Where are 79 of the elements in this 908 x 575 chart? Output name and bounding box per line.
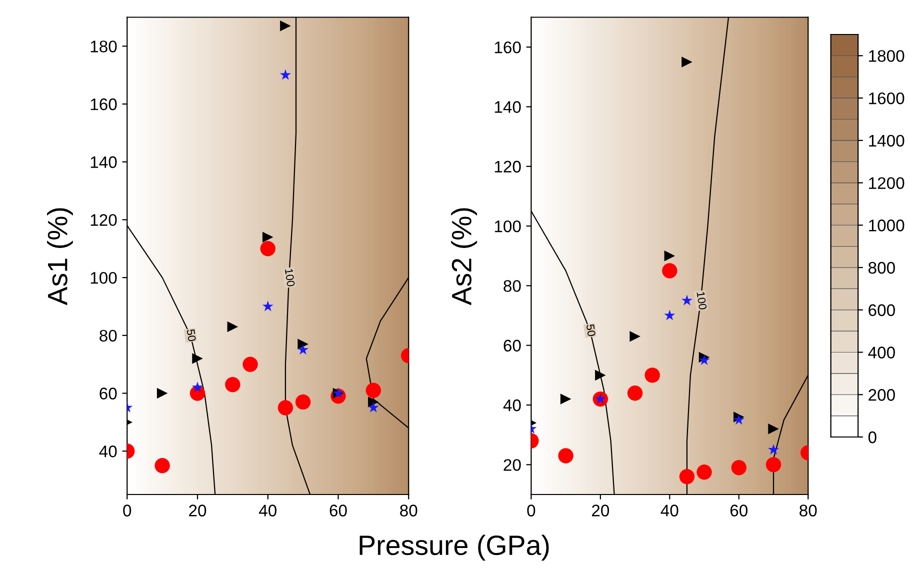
x-tick-label: 40	[660, 504, 678, 516]
y-tick-label: 600	[868, 304, 895, 316]
series-label: 50	[586, 324, 596, 337]
point	[679, 468, 695, 484]
point	[558, 448, 574, 464]
y-tick-label: 60	[504, 340, 521, 352]
y-tick-label: 160	[494, 41, 521, 54]
point	[192, 382, 204, 392]
point	[664, 310, 676, 320]
point	[262, 300, 274, 312]
series-label: 50	[186, 329, 196, 342]
point	[227, 321, 238, 332]
point	[368, 402, 379, 412]
x-tick-label: 60	[730, 504, 748, 516]
x-tick-label: 40	[258, 504, 276, 516]
point	[280, 69, 291, 80]
point	[664, 250, 676, 262]
y-axis-title: As2 (%)	[451, 208, 477, 306]
point	[644, 368, 660, 383]
y-tick-label: 140	[494, 101, 521, 113]
y-tick-label: 1600	[869, 92, 904, 104]
x-tick-label: 0	[527, 504, 536, 516]
point	[298, 344, 309, 355]
y-tick-label: 120	[90, 214, 117, 226]
point	[156, 388, 168, 399]
point	[731, 460, 746, 476]
y-tick-label: 40	[99, 446, 117, 458]
point	[733, 414, 744, 425]
y-tick-label: 200	[868, 389, 895, 401]
point	[262, 232, 274, 242]
point	[682, 56, 692, 68]
y-tick-label: 400	[868, 346, 895, 358]
y-tick-label: 0	[868, 431, 876, 444]
y-axis-title: As1 (%)	[47, 208, 73, 306]
point	[595, 370, 606, 381]
y-tick-label: 160	[90, 98, 117, 110]
point	[560, 394, 572, 404]
point	[278, 400, 294, 416]
x-axis-title: Pressure (GPa)	[360, 534, 549, 561]
point	[368, 396, 379, 408]
y-tick-label: 120	[494, 160, 521, 173]
point	[696, 464, 712, 480]
y-tick-label: 40	[503, 399, 521, 412]
x-tick-label: 20	[189, 504, 206, 516]
y-tick-label: 80	[504, 280, 521, 292]
point	[766, 457, 782, 472]
point	[681, 294, 692, 306]
y-tick-label: 100	[90, 272, 117, 284]
x-tick-label: 80	[400, 504, 418, 516]
x-tick-label: 60	[330, 504, 347, 516]
point	[298, 338, 308, 350]
point	[260, 241, 276, 256]
point	[768, 424, 779, 434]
point	[630, 331, 640, 342]
y-tick-label: 80	[100, 330, 117, 342]
point	[295, 394, 311, 410]
point	[225, 376, 240, 392]
y-tick-label: 1800	[869, 50, 904, 62]
y-tick-label: 140	[90, 156, 117, 168]
y-tick-label: 1000	[869, 220, 904, 232]
point	[154, 458, 170, 474]
y-tick-label: 60	[100, 388, 117, 400]
point	[192, 353, 203, 364]
y-tick-label: 800	[868, 262, 895, 274]
point	[280, 20, 291, 32]
point	[662, 263, 678, 278]
point	[768, 444, 780, 454]
x-tick-label: 20	[592, 504, 610, 516]
y-tick-label: 100	[494, 220, 521, 232]
y-tick-label: 20	[504, 459, 521, 471]
y-tick-label: 180	[90, 40, 117, 52]
point	[242, 356, 258, 372]
point	[366, 382, 382, 398]
y-tick-label: 1200	[869, 177, 904, 189]
point	[698, 354, 710, 365]
x-tick-label: 0	[123, 504, 132, 516]
y-tick-label: 1400	[869, 134, 904, 147]
point	[627, 385, 643, 401]
x-tick-label: 80	[800, 504, 817, 516]
